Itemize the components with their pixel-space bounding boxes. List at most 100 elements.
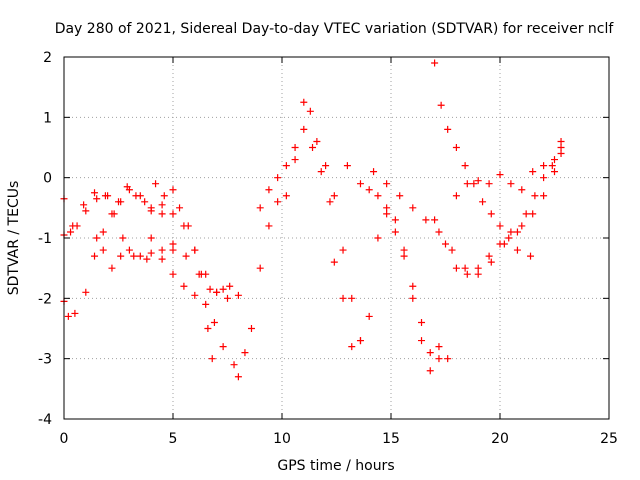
data-point	[540, 162, 548, 170]
data-point	[527, 252, 535, 260]
data-point	[551, 156, 558, 164]
x-tick-label: 25	[600, 431, 618, 447]
data-point	[306, 107, 314, 115]
data-point	[69, 222, 77, 230]
data-point	[374, 192, 382, 200]
data-point	[435, 228, 443, 236]
data-point	[99, 246, 107, 254]
data-point	[219, 343, 227, 351]
data-point	[474, 270, 482, 278]
data-point	[396, 192, 404, 200]
data-point	[557, 150, 565, 158]
data-point	[365, 186, 373, 194]
data-point	[330, 258, 338, 266]
data-point	[339, 246, 347, 254]
data-point	[184, 222, 192, 230]
data-point	[474, 177, 482, 185]
data-point	[234, 291, 242, 299]
data-point	[522, 210, 530, 218]
data-point	[444, 125, 452, 133]
data-point	[282, 162, 290, 170]
data-point	[256, 264, 264, 272]
data-point	[461, 264, 469, 272]
data-point	[67, 228, 75, 236]
data-point	[241, 349, 249, 357]
data-point	[110, 210, 118, 218]
data-point	[265, 222, 273, 230]
data-point	[470, 180, 478, 188]
y-axis-label: SDTVAR / TECUs	[6, 181, 22, 296]
data-point	[309, 144, 317, 151]
data-point	[409, 204, 417, 212]
data-point	[431, 216, 439, 224]
data-point	[247, 325, 255, 332]
data-point	[557, 144, 565, 151]
data-point	[356, 180, 364, 188]
data-point	[169, 240, 177, 248]
data-point	[391, 228, 399, 236]
x-tick-label: 10	[273, 431, 291, 447]
x-axis-label: GPS time / hours	[277, 458, 394, 474]
data-point	[213, 288, 221, 296]
data-point	[426, 367, 434, 375]
data-point	[496, 171, 504, 179]
data-point	[91, 252, 99, 260]
data-point	[64, 312, 72, 320]
data-point	[93, 195, 101, 203]
data-point	[505, 234, 513, 242]
data-point	[265, 186, 273, 194]
data-point	[182, 252, 190, 260]
data-point	[208, 355, 216, 363]
data-point	[136, 252, 144, 260]
data-point	[529, 168, 537, 176]
plot-frame	[63, 56, 610, 420]
data-point	[224, 294, 231, 302]
data-point	[400, 252, 408, 260]
data-point	[485, 252, 493, 260]
data-point	[130, 252, 138, 260]
data-point	[80, 201, 88, 209]
data-point	[348, 343, 356, 351]
data-point	[158, 246, 166, 254]
data-point	[496, 240, 504, 248]
data-point	[169, 270, 177, 278]
data-point	[426, 349, 434, 357]
grid-lines	[64, 57, 609, 419]
data-point	[282, 192, 290, 200]
data-point	[374, 234, 382, 242]
data-point	[169, 246, 177, 254]
data-point	[180, 282, 188, 290]
data-point	[143, 255, 151, 263]
data-point	[158, 255, 166, 263]
data-point	[518, 186, 526, 194]
data-point	[383, 204, 391, 212]
data-point	[422, 216, 430, 224]
data-point	[540, 192, 548, 200]
data-point	[452, 192, 460, 200]
data-point	[191, 246, 199, 254]
chart-title: Day 280 of 2021, Sidereal Day-to-day VTE…	[55, 21, 615, 37]
data-point	[444, 355, 452, 363]
axis-ticks: 0 5 10 15 20 25 -4 -3 -2 -1 0 1 2	[38, 50, 618, 447]
data-point	[99, 228, 107, 236]
data-point	[409, 282, 417, 290]
data-point	[487, 258, 495, 266]
data-point	[136, 192, 144, 200]
data-point	[551, 168, 558, 176]
data-point	[437, 101, 445, 109]
data-point	[343, 162, 351, 170]
data-point	[448, 246, 456, 254]
data-point	[531, 192, 539, 200]
data-points	[60, 59, 565, 381]
data-point	[383, 210, 391, 218]
data-point	[348, 294, 356, 302]
data-point	[452, 264, 460, 272]
data-point	[479, 198, 487, 206]
data-point	[548, 162, 556, 170]
data-point	[256, 204, 264, 212]
data-point	[147, 234, 155, 242]
x-tick-label: 15	[382, 431, 400, 447]
data-point	[400, 246, 408, 254]
data-point	[391, 216, 399, 224]
